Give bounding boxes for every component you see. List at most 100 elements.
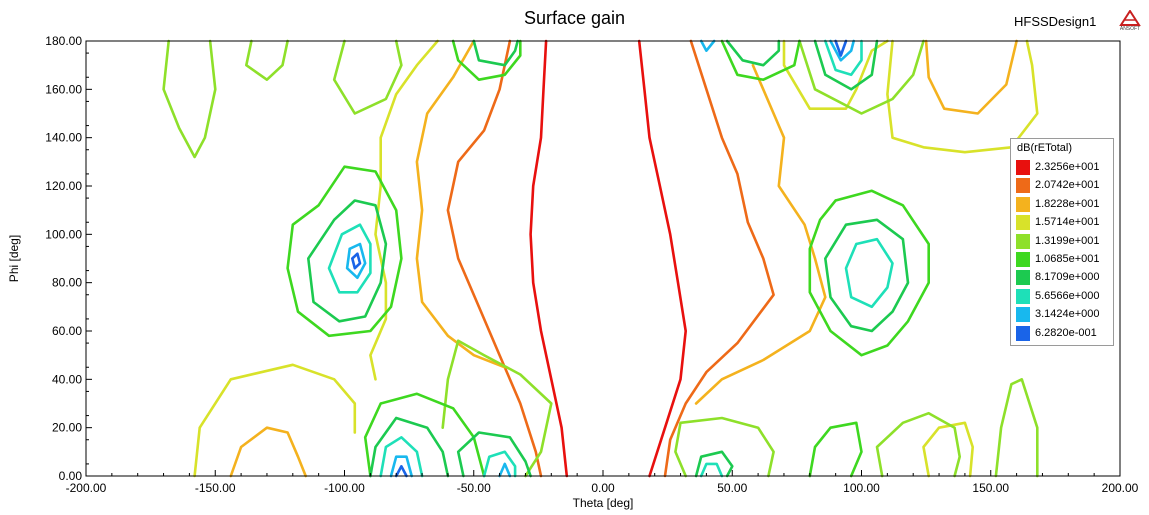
legend-swatch xyxy=(1016,160,1030,175)
contour-line-4 xyxy=(415,39,507,369)
contour-line-31 xyxy=(472,39,520,67)
contour-line-8 xyxy=(369,39,439,381)
contour-line-13 xyxy=(162,39,217,159)
contour-line-16 xyxy=(441,339,553,478)
y-tick-label-8: 160.00 xyxy=(45,82,82,96)
y-tick-label-1: 20.00 xyxy=(52,421,82,435)
contour-line-11 xyxy=(886,39,1039,154)
contour-line-33 xyxy=(813,39,879,91)
logo-text: ANSOFT xyxy=(1119,26,1141,32)
y-axis-label: Phi [deg] xyxy=(7,235,21,282)
contour-line-6 xyxy=(229,426,308,478)
legend-entry: 1.8228e+001 xyxy=(1016,196,1114,212)
legend-entry: 6.2820e-001 xyxy=(1016,325,1114,341)
contour-line-30 xyxy=(456,431,532,478)
contour-line-21 xyxy=(286,165,403,338)
legend-entry: 3.1424e+000 xyxy=(1016,307,1114,323)
contour-line-1 xyxy=(637,39,688,478)
contour-line-2 xyxy=(446,39,543,478)
contour-line-3 xyxy=(663,39,775,478)
contour-line-5 xyxy=(694,63,827,405)
contour-line-40 xyxy=(699,462,724,478)
legend-swatch xyxy=(1016,196,1030,212)
contour-line-47 xyxy=(834,39,848,57)
y-tick-label-0: 0.00 xyxy=(59,469,83,483)
contour-line-38 xyxy=(482,450,517,478)
contour-line-39 xyxy=(823,39,863,77)
contour-line-37 xyxy=(379,435,424,478)
legend-swatch xyxy=(1016,325,1030,341)
legend-label: 6.2820e-001 xyxy=(1035,326,1097,339)
contour-lines xyxy=(162,39,1039,478)
y-tick-label-5: 100.00 xyxy=(45,227,82,241)
legend-swatch xyxy=(1016,288,1030,304)
contour-line-27 xyxy=(306,199,388,323)
contour-line-48 xyxy=(394,464,408,478)
contour-line-43 xyxy=(829,39,856,62)
contour-line-20 xyxy=(875,411,962,478)
y-tick-label-3: 60.00 xyxy=(52,324,82,338)
y-tick-label-7: 140.00 xyxy=(45,131,82,145)
x-tick-label-0: -200.00 xyxy=(66,481,107,495)
contour-line-34 xyxy=(694,450,734,478)
x-tick-label-4: 0.00 xyxy=(591,481,615,495)
y-tick-label-9: 180.00 xyxy=(45,34,82,48)
legend-swatch xyxy=(1016,270,1030,286)
legend-entry: 5.6566e+000 xyxy=(1016,288,1114,304)
legend-label: 1.3199e+001 xyxy=(1035,234,1100,247)
legend-label: 2.3256e+001 xyxy=(1035,161,1100,173)
contour-line-19 xyxy=(994,377,1039,478)
contour-line-24 xyxy=(451,39,522,81)
contour-line-32 xyxy=(725,39,781,67)
legend-label: 1.0685e+001 xyxy=(1035,253,1100,265)
ansoft-logo-icon xyxy=(1119,9,1141,26)
plot-frame xyxy=(85,40,1121,477)
contour-line-42 xyxy=(389,455,414,478)
y-tick-label-2: 40.00 xyxy=(52,372,82,386)
x-axis-label: Theta [deg] xyxy=(573,496,634,510)
legend-label: 1.8228e+001 xyxy=(1035,197,1100,210)
contour-line-29 xyxy=(369,416,450,478)
legend-label: 8.1709e+000 xyxy=(1035,271,1100,284)
y-tick-label-6: 120.00 xyxy=(45,179,82,193)
x-tick-label-3: -50.00 xyxy=(457,481,491,495)
contour-line-45 xyxy=(699,39,716,53)
contour-line-28 xyxy=(823,218,910,333)
x-tick-label-8: 200.00 xyxy=(1102,481,1139,495)
legend-entry: 2.0742e+001 xyxy=(1016,178,1114,194)
x-tick-label-7: 150.00 xyxy=(972,481,1009,495)
contour-line-10 xyxy=(193,363,357,478)
contour-line-12 xyxy=(922,421,975,478)
x-tick-label-6: 100.00 xyxy=(843,481,880,495)
ansoft-logo: ANSOFT xyxy=(1119,9,1141,36)
legend-swatch xyxy=(1016,233,1030,249)
contour-line-9 xyxy=(782,39,889,110)
contour-line-15 xyxy=(332,39,403,115)
legend-entry: 8.1709e+000 xyxy=(1016,270,1114,286)
legend-swatch xyxy=(1016,215,1030,231)
contour-line-17 xyxy=(674,416,775,478)
contour-line-25 xyxy=(720,39,801,81)
legend-label: 5.6566e+000 xyxy=(1035,289,1100,302)
contour-line-7 xyxy=(924,39,1018,115)
contour-line-0 xyxy=(529,39,569,478)
y-tick-label-4: 80.00 xyxy=(52,276,82,290)
legend-title: dB(rETotal) xyxy=(1017,142,1073,154)
legend-swatch xyxy=(1016,307,1030,323)
contour-line-36 xyxy=(844,237,894,309)
legend-swatch xyxy=(1016,178,1030,194)
chart-title: Surface gain xyxy=(523,8,626,28)
legend-label: 2.0742e+001 xyxy=(1035,179,1100,192)
contour-line-22 xyxy=(808,189,931,357)
design-name-label: HFSSDesign1 xyxy=(1014,14,1097,29)
contour-line-26 xyxy=(808,421,863,478)
legend-entry: 1.3199e+001 xyxy=(1016,233,1114,249)
legend[interactable]: dB(rETotal) 2.3256e+001 2.0742e+001 1.8228… xyxy=(1010,138,1114,346)
legend-entry: 1.0685e+001 xyxy=(1016,252,1114,267)
legend-label: 1.5714e+001 xyxy=(1035,216,1100,229)
legend-label: 3.1424e+000 xyxy=(1035,308,1100,321)
contour-line-35 xyxy=(327,223,372,294)
x-tick-label-5: 50.00 xyxy=(717,481,747,495)
